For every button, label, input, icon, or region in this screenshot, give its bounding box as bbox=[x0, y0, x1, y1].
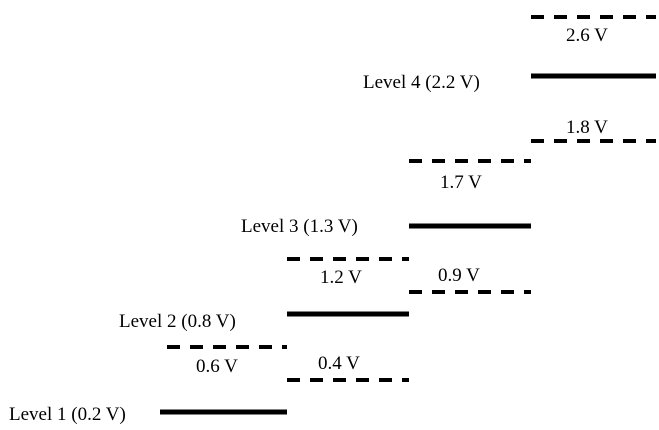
threshold-1.8-label: 1.8 V bbox=[566, 117, 608, 138]
level-1-label: Level 1 (0.2 V) bbox=[9, 404, 126, 425]
threshold-1.2-label: 1.2 V bbox=[320, 267, 362, 288]
level-2-label: Level 2 (0.8 V) bbox=[119, 311, 236, 332]
level-3-label: Level 3 (1.3 V) bbox=[241, 216, 358, 237]
threshold-2.6-label: 2.6 V bbox=[566, 25, 608, 46]
threshold-1.7-label: 1.7 V bbox=[440, 172, 482, 193]
threshold-0.9-label: 0.9 V bbox=[438, 265, 480, 286]
threshold-0.4-label: 0.4 V bbox=[318, 353, 360, 374]
level-4-label: Level 4 (2.2 V) bbox=[363, 72, 480, 93]
threshold-0.6-label: 0.6 V bbox=[196, 356, 238, 377]
